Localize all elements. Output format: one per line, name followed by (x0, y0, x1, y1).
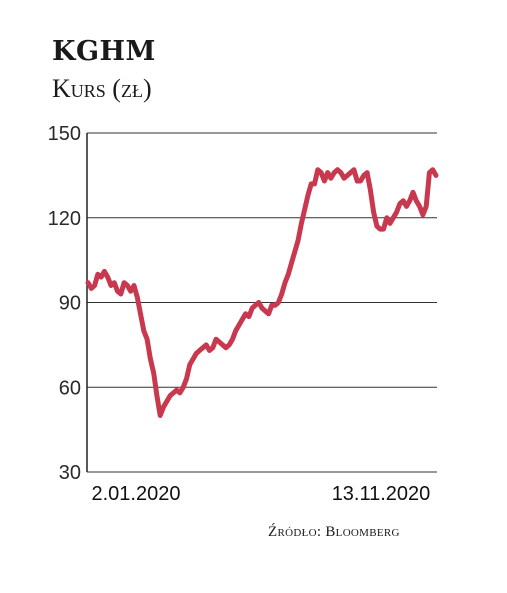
y-tick-label: 30 (59, 462, 81, 484)
x-tick-label: 13.11.2020 (332, 483, 431, 505)
chart-subtitle: Kurs (zł) (52, 74, 152, 103)
x-tick-label: 2.01.2020 (92, 483, 181, 505)
y-tick-label: 60 (59, 377, 81, 399)
source-note: Źródło: Bloomberg (268, 524, 400, 540)
y-axis-ticks: 150 120 90 60 30 (48, 123, 81, 484)
y-tick-label: 120 (48, 208, 81, 230)
price-series-line (85, 167, 439, 418)
chart-title: KGHM (52, 36, 156, 67)
x-axis-ticks: 2.01.2020 13.11.2020 (92, 483, 431, 505)
y-tick-label: 90 (59, 293, 81, 315)
y-tick-label: 150 (48, 123, 81, 145)
gridlines (87, 132, 437, 473)
